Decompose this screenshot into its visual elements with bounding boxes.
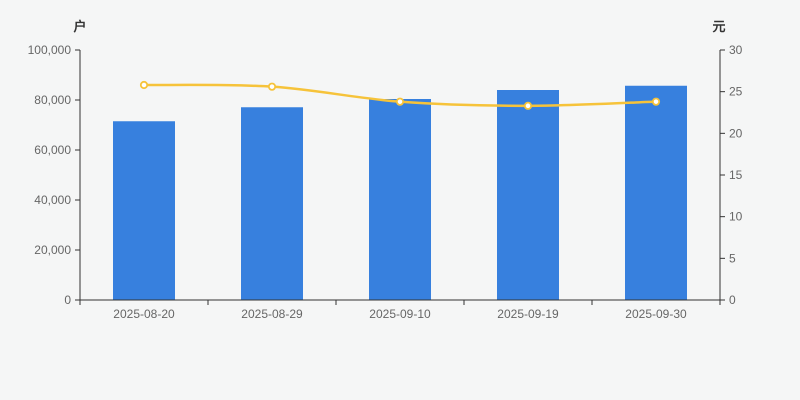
bar[interactable]	[497, 90, 559, 300]
left-axis-tick-label: 40,000	[34, 193, 71, 207]
right-axis-tick-label: 10	[729, 210, 743, 224]
left-axis-tick-label: 100,000	[28, 43, 72, 57]
bar[interactable]	[369, 99, 431, 300]
category-label: 2025-09-30	[625, 307, 687, 321]
right-axis-title: 元	[712, 19, 726, 34]
category-label: 2025-08-20	[113, 307, 175, 321]
category-label: 2025-09-10	[369, 307, 431, 321]
bar[interactable]	[241, 107, 303, 300]
left-axis-title: 户	[73, 19, 87, 34]
line-point[interactable]	[267, 82, 277, 91]
left-axis-tick-label: 20,000	[34, 243, 71, 257]
category-label: 2025-08-29	[241, 307, 303, 321]
left-axis-tick-label: 60,000	[34, 143, 71, 157]
line-point[interactable]	[139, 80, 149, 90]
right-axis-tick-label: 25	[729, 85, 743, 99]
right-axis-tick-label: 0	[729, 293, 736, 307]
right-axis-tick-label: 5	[729, 251, 736, 265]
right-axis-tick-label: 20	[729, 126, 743, 140]
right-axis-tick-label: 15	[729, 168, 743, 182]
left-axis-tick-label: 0	[64, 293, 71, 307]
right-axis-tick-label: 30	[729, 43, 743, 57]
left-axis-tick-label: 80,000	[34, 93, 71, 107]
bar[interactable]	[625, 85, 687, 300]
line-point[interactable]	[395, 97, 405, 106]
bar[interactable]	[113, 121, 175, 300]
line-point[interactable]	[651, 97, 661, 106]
line-point[interactable]	[523, 101, 533, 110]
category-label: 2025-09-19	[497, 307, 559, 321]
